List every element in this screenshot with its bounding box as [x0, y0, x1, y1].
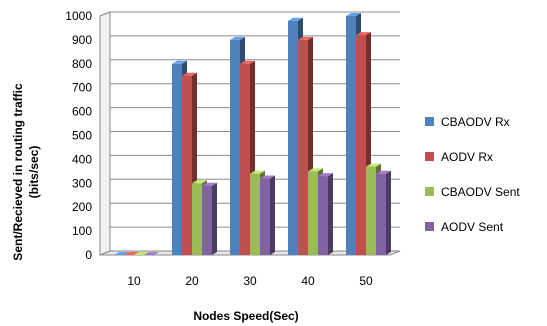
x-tick-label: 50 — [359, 274, 373, 288]
bar-top — [288, 17, 303, 21]
bar-front — [376, 173, 386, 255]
bar-top — [308, 168, 323, 172]
bar-front — [298, 39, 308, 256]
bar-front — [240, 63, 250, 255]
bar — [318, 173, 333, 255]
bar — [376, 170, 391, 255]
bar-top — [346, 13, 361, 16]
bar-top — [202, 182, 217, 186]
bar-side — [212, 182, 217, 255]
bar-top — [250, 170, 265, 174]
bar-front — [202, 185, 212, 255]
x-axis-ticks: 10 20 30 40 50 — [127, 274, 373, 288]
legend: CBAODV Rx AODV Rx CBAODV Sent AODV Sent — [425, 115, 520, 234]
bar-side — [270, 175, 275, 255]
bar-top — [260, 175, 275, 179]
bar — [144, 252, 159, 255]
bar-top — [144, 252, 159, 255]
legend-item: AODV Rx — [425, 150, 493, 164]
bar-front — [308, 171, 318, 255]
y-axis-title-line-1: Sent/Recieved in routing traffic — [11, 83, 25, 261]
bar-side — [328, 173, 333, 255]
bar-top — [356, 32, 371, 36]
x-tick-label: 40 — [301, 274, 315, 288]
y-tick-label: 700 — [72, 81, 92, 95]
bar-front — [192, 183, 202, 255]
bar-front — [182, 75, 192, 255]
legend-label: AODV Rx — [441, 150, 493, 164]
legend-label: CBAODV Sent — [441, 185, 520, 199]
side-wall — [99, 11, 111, 256]
legend-swatch — [425, 117, 434, 126]
x-tick-label: 30 — [243, 274, 257, 288]
legend-swatch — [425, 187, 434, 196]
bar-side — [386, 170, 391, 255]
x-axis-title: Nodes Speed(Sec) — [193, 309, 298, 323]
bar-top — [192, 180, 207, 184]
bar-top — [376, 170, 391, 174]
bar-top — [298, 36, 313, 40]
y-axis-title-line-2: (bits/sec) — [27, 146, 41, 199]
y-axis-ticks: 0 100 200 300 400 500 600 700 800 900 1000 — [65, 9, 92, 262]
y-tick-label: 800 — [72, 57, 92, 71]
y-tick-label: 200 — [72, 200, 92, 214]
y-tick-label: 1000 — [65, 9, 92, 23]
y-tick-label: 100 — [72, 224, 92, 238]
bar-front — [356, 35, 366, 256]
bar-front — [366, 166, 376, 255]
bar-front — [250, 173, 260, 255]
bars — [114, 13, 391, 256]
bar-top — [230, 36, 245, 40]
bar-front — [172, 63, 182, 255]
bar-top — [240, 60, 255, 64]
y-tick-label: 600 — [72, 105, 92, 119]
bar-front — [346, 16, 356, 255]
x-tick-label: 10 — [127, 274, 141, 288]
bar-top — [182, 72, 197, 76]
y-tick-label: 300 — [72, 176, 92, 190]
x-tick-label: 20 — [185, 274, 199, 288]
y-tick-label: 500 — [72, 129, 92, 143]
y-tick-label: 0 — [85, 248, 92, 262]
legend-item: AODV Sent — [425, 220, 504, 234]
bar-front — [288, 20, 298, 256]
legend-swatch — [425, 152, 434, 161]
bar-top — [366, 163, 381, 167]
bar — [260, 175, 275, 255]
y-tick-label: 400 — [72, 152, 92, 166]
y-tick-label: 900 — [72, 33, 92, 47]
bar-top — [172, 60, 187, 64]
bar-top — [318, 173, 333, 177]
bar-front — [260, 178, 270, 255]
legend-label: CBAODV Rx — [441, 115, 510, 129]
legend-swatch — [425, 222, 434, 231]
bar-front — [318, 176, 328, 255]
legend-label: AODV Sent — [441, 220, 504, 234]
legend-item: CBAODV Sent — [425, 185, 520, 199]
bar — [202, 182, 217, 255]
legend-item: CBAODV Rx — [425, 115, 510, 129]
bar-front — [230, 39, 240, 256]
